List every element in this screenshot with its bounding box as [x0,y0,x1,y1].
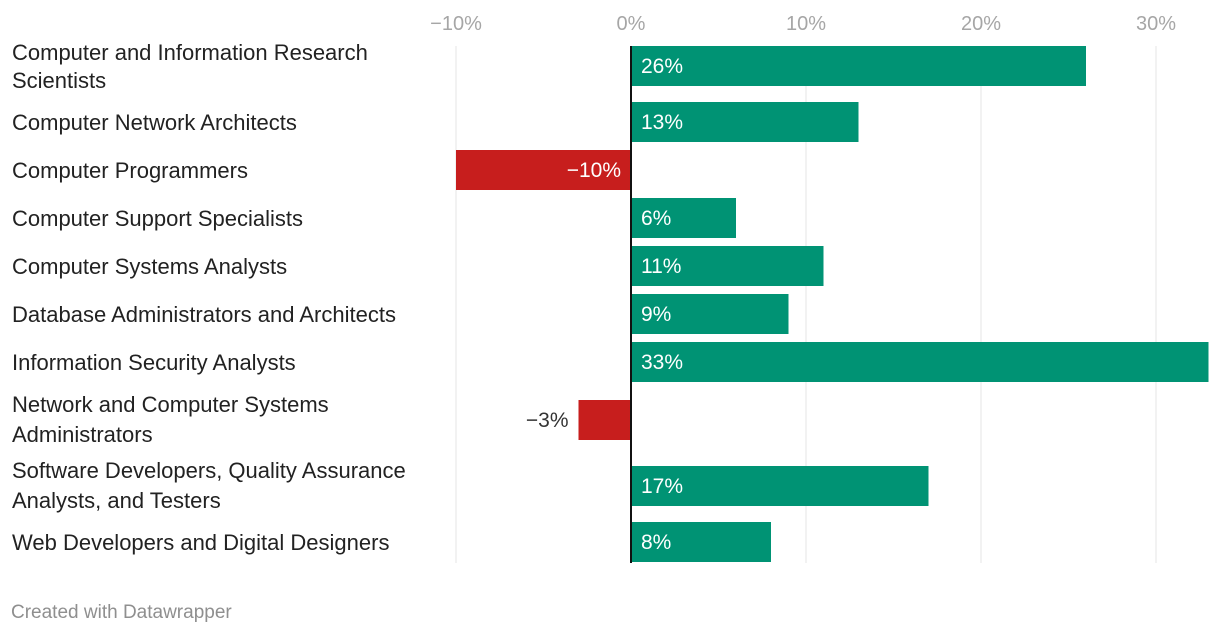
bar [456,150,631,190]
x-tick-label: 10% [786,13,826,35]
bar [631,46,1086,86]
bar [631,102,859,142]
value-label: 6% [641,207,671,230]
x-tick-label: 30% [1136,13,1176,35]
category-label: Administrators [12,422,153,447]
bar [631,246,824,286]
bar [578,400,631,440]
category-label: Scientists [12,68,106,93]
x-tick-label: −10% [430,13,482,35]
category-label: Network and Computer Systems [12,392,329,417]
category-labels: Computer and Information Research Scienti… [12,40,406,555]
category-label: Computer Support Specialists [12,206,303,231]
value-label: 11% [641,255,681,278]
value-label: 26% [641,55,683,78]
value-label: 9% [641,303,671,326]
category-label: Computer and Information Research [12,40,368,65]
category-label: Analysts, and Testers [12,488,221,513]
category-label: Web Developers and Digital Designers [12,530,389,555]
category-label: Information Security Analysts [12,350,296,375]
datawrapper-credit[interactable]: Created with Datawrapper [11,602,232,623]
value-label: 13% [641,111,683,134]
category-label: Computer Systems Analysts [12,254,287,279]
bar [631,294,789,334]
bars [456,46,1209,562]
category-label: Software Developers, Quality Assurance [12,458,406,483]
value-label: 8% [641,531,671,554]
category-label: Database Administrators and Architects [12,302,396,327]
value-label: 33% [641,351,683,374]
bar [631,198,736,238]
x-tick-label: 0% [617,13,646,35]
value-label: −3% [526,409,569,432]
category-label: Computer Network Architects [12,110,297,135]
value-label: −10% [567,159,621,182]
bar [631,522,771,562]
category-label: Computer Programmers [12,158,248,183]
bar [631,466,929,506]
x-tick-label: 20% [961,13,1001,35]
value-label: 17% [641,475,683,498]
x-axis-ticks: −10% 0% 10% 20% 30% [430,13,1176,35]
bar [631,342,1209,382]
value-labels: 26% 13% −10% 6% 11% 9% 33% −3% 17% 8% [526,55,683,554]
